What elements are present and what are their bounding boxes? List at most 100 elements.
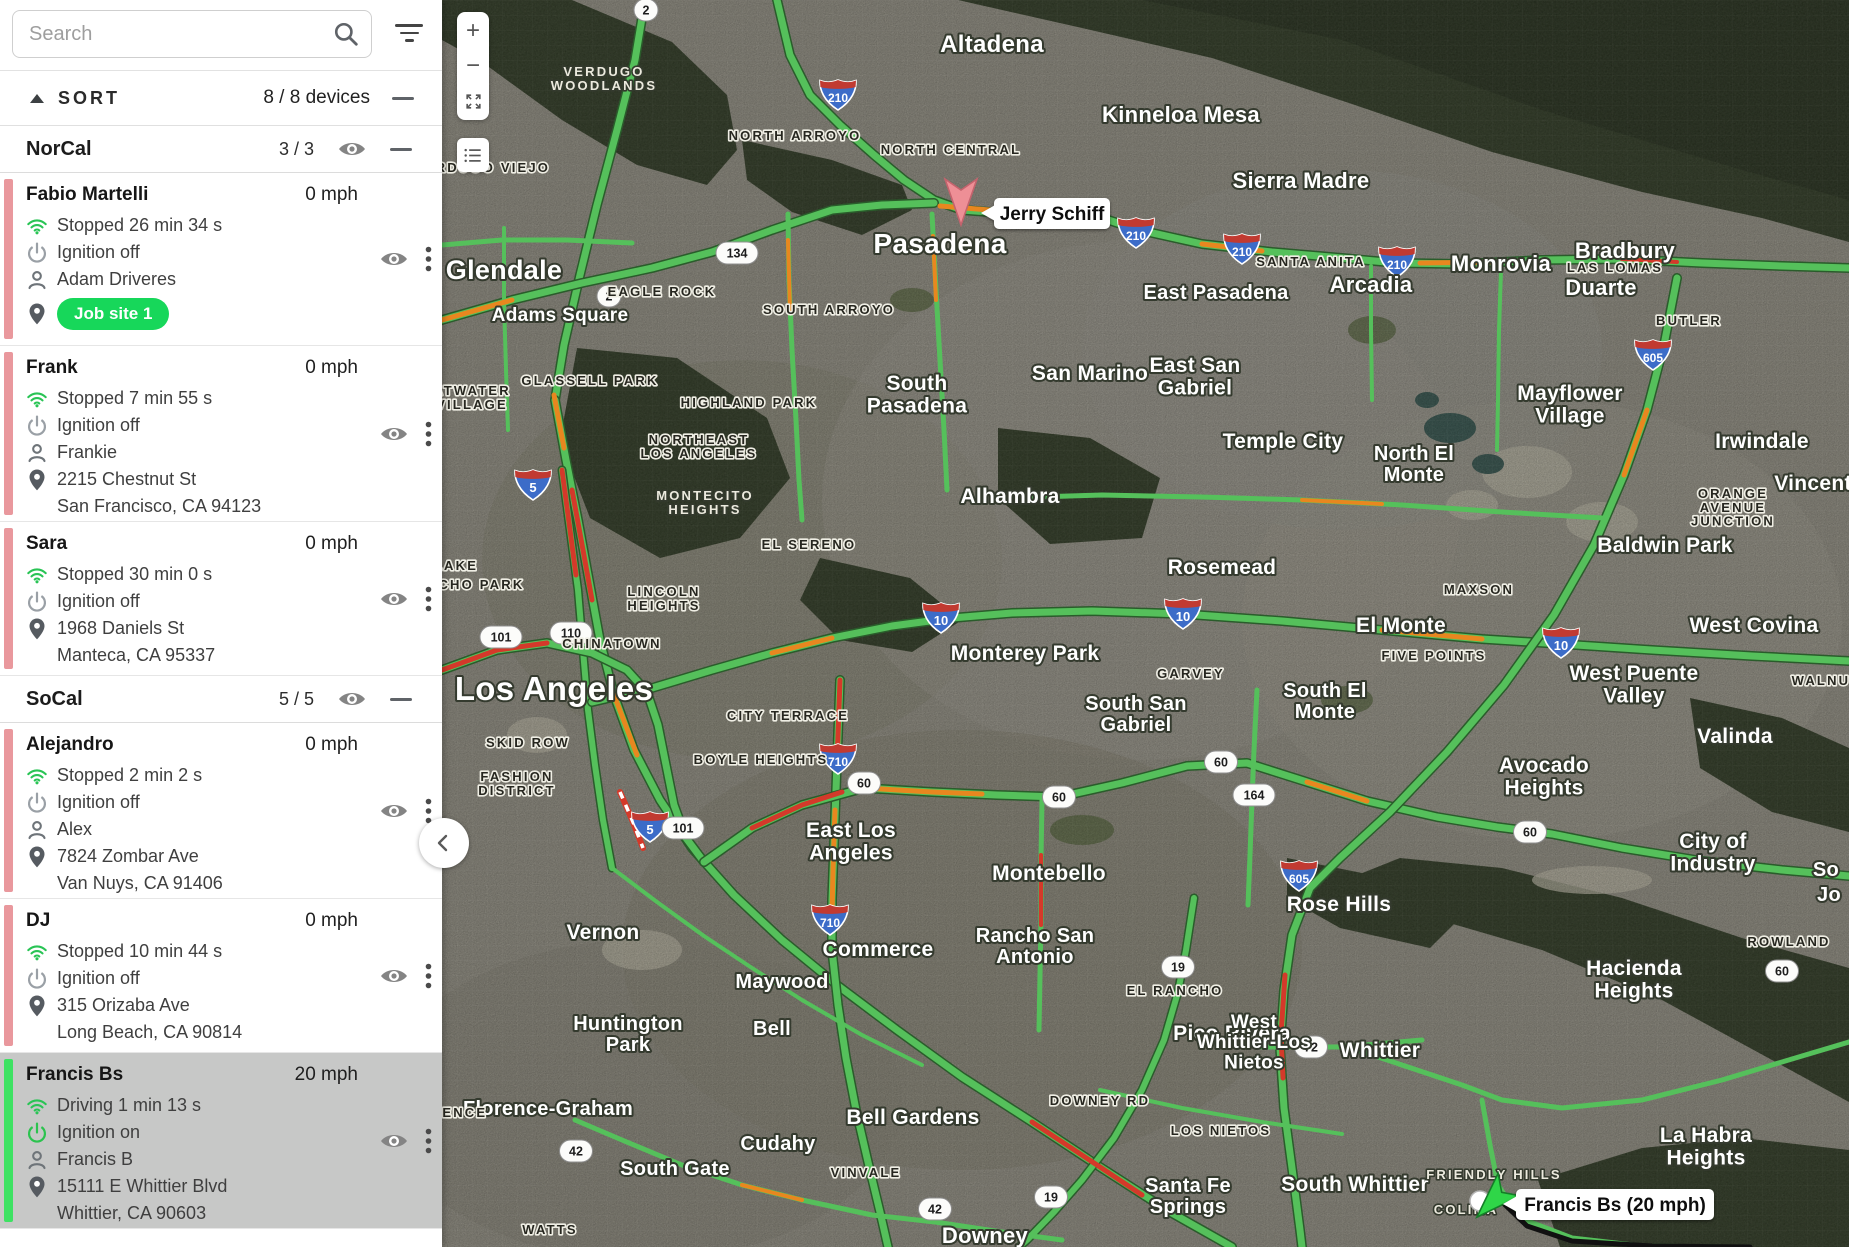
status-accent-bar xyxy=(4,729,13,892)
highway-shield: 605 xyxy=(1280,860,1318,892)
more-menu-icon[interactable] xyxy=(425,421,432,447)
collapse-all-icon[interactable] xyxy=(392,96,414,100)
job-site-badge[interactable]: Job site 1 xyxy=(57,298,170,330)
map-city-label: Glendale xyxy=(446,255,562,285)
collapse-group-icon[interactable] xyxy=(390,147,412,151)
group-header-norcal[interactable]: NorCal 3 / 3 xyxy=(0,126,442,173)
more-menu-icon[interactable] xyxy=(425,586,432,612)
devices-count: 8 / 8 devices xyxy=(263,87,370,108)
map-area-label: BUTLER xyxy=(1656,313,1722,328)
traffic-road xyxy=(1495,268,1503,452)
location-pin-icon xyxy=(26,995,48,1017)
device-row-fabio-martelli[interactable]: Fabio Martelli 0 mph Stopped 26 min 34 s… xyxy=(0,173,442,346)
more-menu-icon[interactable] xyxy=(425,798,432,824)
ignition-icon xyxy=(26,242,48,264)
ignition-icon xyxy=(26,1122,48,1144)
device-status: Stopped 2 min 2 s xyxy=(57,765,203,785)
eye-icon[interactable] xyxy=(380,1132,408,1150)
traffic-road xyxy=(861,785,985,797)
search-box[interactable] xyxy=(12,10,372,58)
device-name: Frank xyxy=(26,357,78,378)
map-area-label: EAGLE ROCK xyxy=(608,284,717,299)
device-row-sara[interactable]: Sara 0 mph Stopped 30 min 0 s Ignition o… xyxy=(0,522,442,676)
ignition-status: Ignition off xyxy=(57,591,140,611)
eye-icon[interactable] xyxy=(380,425,408,443)
device-row-frank[interactable]: Frank 0 mph Stopped 7 min 55 s Ignition … xyxy=(0,346,442,522)
zoom-in-button[interactable]: + xyxy=(465,17,480,44)
device-row-francis-bs[interactable]: Francis Bs 20 mph Driving 1 min 13 s Ign… xyxy=(0,1053,442,1229)
ignition-icon xyxy=(26,591,48,613)
zoom-out-button[interactable]: − xyxy=(465,52,480,79)
map-city-label: Cudahy xyxy=(740,1133,816,1155)
status-accent-bar xyxy=(4,905,13,1046)
wifi-icon xyxy=(26,941,48,963)
eye-icon[interactable] xyxy=(380,967,408,985)
group-header-socal[interactable]: SoCal 5 / 5 xyxy=(0,676,442,723)
more-menu-icon[interactable] xyxy=(425,246,432,272)
more-menu-icon[interactable] xyxy=(425,1128,432,1154)
map-area-label: CITY TERRACE xyxy=(727,708,849,723)
map-city-label: Montebello xyxy=(992,862,1106,885)
vehicle-marker[interactable] xyxy=(943,176,979,228)
map-area-label: LAS LOMAS xyxy=(1567,260,1663,275)
svg-text:60: 60 xyxy=(1052,791,1066,805)
device-status: Stopped 7 min 55 s xyxy=(57,388,213,408)
highway-shield: 42 xyxy=(918,1197,952,1221)
collapse-group-icon[interactable] xyxy=(390,697,412,701)
svg-text:210: 210 xyxy=(1387,258,1407,272)
highway-shield: 60 xyxy=(1042,785,1076,809)
group-count: 5 / 5 xyxy=(278,688,314,709)
traffic-road xyxy=(786,238,792,312)
eye-icon[interactable] xyxy=(338,690,366,708)
fit-bounds-button[interactable] xyxy=(457,86,489,116)
eye-icon[interactable] xyxy=(338,140,366,158)
svg-text:Francis Bs (20 mph): Francis Bs (20 mph) xyxy=(1524,1195,1706,1216)
more-menu-icon[interactable] xyxy=(425,963,432,989)
traffic-road xyxy=(1259,1037,1425,1050)
vehicle-label[interactable]: Jerry Schiff xyxy=(981,198,1110,229)
device-sidebar: SORT 8 / 8 devices NorCal 3 / 3 Fabio Ma… xyxy=(0,0,442,1247)
device-name: Francis Bs xyxy=(26,1064,124,1085)
map-city-label: Valinda xyxy=(1697,725,1773,748)
chevron-left-icon xyxy=(432,831,456,855)
map-layers-button[interactable] xyxy=(457,138,489,172)
highway-shield: 19 xyxy=(1034,1185,1068,1209)
map-area-label: NORTHEAST LOS ANGELES xyxy=(641,432,758,461)
traffic-road xyxy=(551,0,649,404)
location-pin-icon xyxy=(26,469,48,491)
map-area-label: ROWLAND xyxy=(1747,934,1830,949)
eye-icon[interactable] xyxy=(380,590,408,608)
sidebar-collapse-button[interactable] xyxy=(419,818,469,868)
group-name: SoCal xyxy=(26,687,83,710)
vehicle-label[interactable]: Francis Bs (20 mph) xyxy=(1503,1189,1714,1220)
map-city-label: Kinneloa Mesa xyxy=(1102,102,1260,127)
group-count: 3 / 3 xyxy=(278,138,314,159)
filter-icon[interactable] xyxy=(394,24,424,46)
traffic-road xyxy=(829,807,838,918)
map-city-label: Rosemead xyxy=(1168,556,1277,579)
map-city-label: La Habra Heights xyxy=(1660,1124,1752,1169)
traffic-road xyxy=(1620,257,1679,264)
eye-icon[interactable] xyxy=(380,802,408,820)
sort-label[interactable]: SORT xyxy=(58,87,121,108)
map-area-label: NORTH ARROYO xyxy=(729,128,862,143)
traffic-road xyxy=(1300,498,1384,506)
device-row-alejandro[interactable]: Alejandro 0 mph Stopped 2 min 2 s Igniti… xyxy=(0,723,442,899)
map-area-label: WATTS xyxy=(522,1222,578,1237)
search-icon[interactable] xyxy=(333,21,359,47)
device-speed: 20 mph xyxy=(294,1064,358,1085)
sort-direction-icon[interactable] xyxy=(30,93,44,103)
highway-shield: 60 xyxy=(1513,820,1547,844)
eye-icon[interactable] xyxy=(380,250,408,268)
map-area-label: ATWATERVILLAGE xyxy=(442,383,511,412)
map-zoom-control: + − xyxy=(457,12,489,120)
traffic-road xyxy=(1339,1039,1849,1111)
search-input[interactable] xyxy=(13,22,333,46)
address-line1: 315 Orizaba Ave xyxy=(57,995,190,1015)
device-row-dj[interactable]: DJ 0 mph Stopped 10 min 44 s Ignition of… xyxy=(0,899,442,1053)
map-container: 2 210 134 2 210 210 210 605 5 110 101 10 10 10 710 60 60… xyxy=(442,0,1849,1247)
map-city-label: San Marino xyxy=(1032,362,1148,385)
svg-text:42: 42 xyxy=(569,1145,583,1159)
